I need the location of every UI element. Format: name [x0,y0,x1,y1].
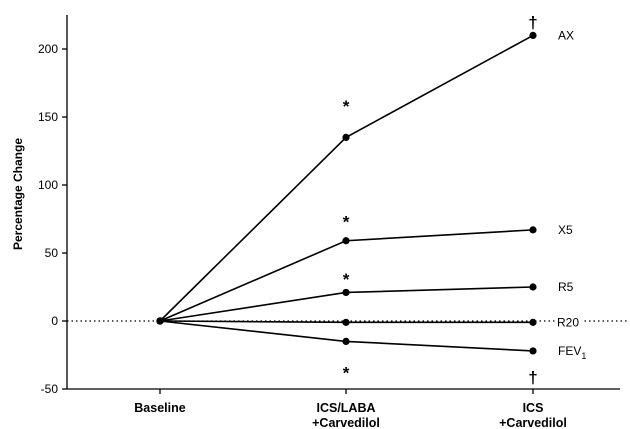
series-label-r20: R20 [557,315,579,329]
significance-asterisk: * [343,270,350,289]
y-tick-label: 150 [38,110,58,124]
x-category-label: +Carvedilol [499,416,567,429]
y-tick-label: 0 [51,314,58,328]
series-label-fev1: FEV1 [558,344,586,361]
data-point-r20 [529,318,537,326]
series-label-x5: X5 [558,223,573,237]
data-point-r5 [342,288,350,297]
data-point-ax [529,31,537,39]
significance-asterisk: * [343,364,350,383]
data-point-fev1 [156,317,164,325]
x-category-label: +Carvedilol [312,416,380,429]
data-point-x5 [529,226,537,234]
x-category-label: ICS [523,401,544,415]
data-point-fev1 [529,347,537,355]
y-tick-label: -50 [41,382,59,396]
series-label-ax: AX [558,28,574,42]
data-point-r20 [342,318,350,326]
x-category-label: ICS/LABA [316,401,375,415]
series-label-r5: R5 [558,280,574,294]
significance-dagger: † [528,13,537,32]
y-tick-label: 50 [45,246,59,260]
data-point-fev1 [342,337,350,345]
significance-asterisk: * [343,213,350,232]
data-point-r5 [529,283,537,291]
significance-asterisk: * [343,97,350,116]
y-tick-label: 100 [38,178,58,192]
y-axis-title: Percentage Change [11,138,25,250]
y-tick-label: 200 [38,42,58,56]
significance-dagger: † [528,368,537,387]
data-point-x5 [342,237,350,245]
data-point-ax [342,133,350,141]
r20-label-backing [555,315,583,330]
x-category-label: Baseline [134,401,185,415]
